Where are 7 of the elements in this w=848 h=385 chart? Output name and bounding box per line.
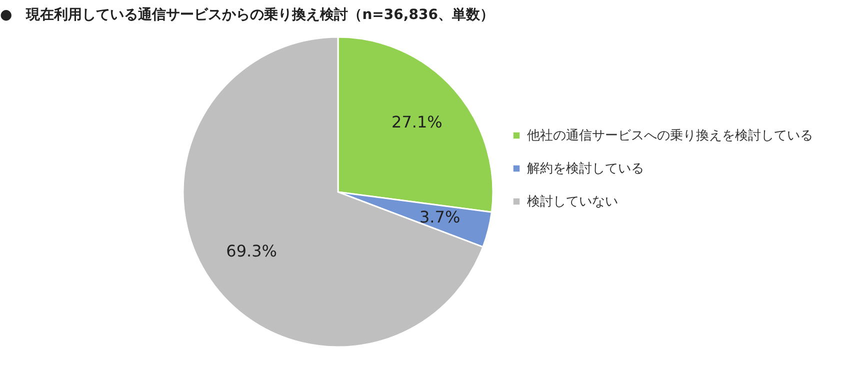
chart-title: ● 現在利用している通信サービスからの乗り換え検討（n=36,836、単数）: [0, 6, 494, 23]
legend-label: 他社の通信サービスへの乗り換えを検討している: [527, 128, 813, 144]
legend-label: 解約を検討している: [527, 162, 644, 176]
legend-label: 検討していない: [527, 194, 618, 210]
data-label: 69.3%: [226, 242, 277, 261]
data-label: 3.7%: [420, 208, 460, 227]
data-label: 27.1%: [392, 112, 442, 132]
